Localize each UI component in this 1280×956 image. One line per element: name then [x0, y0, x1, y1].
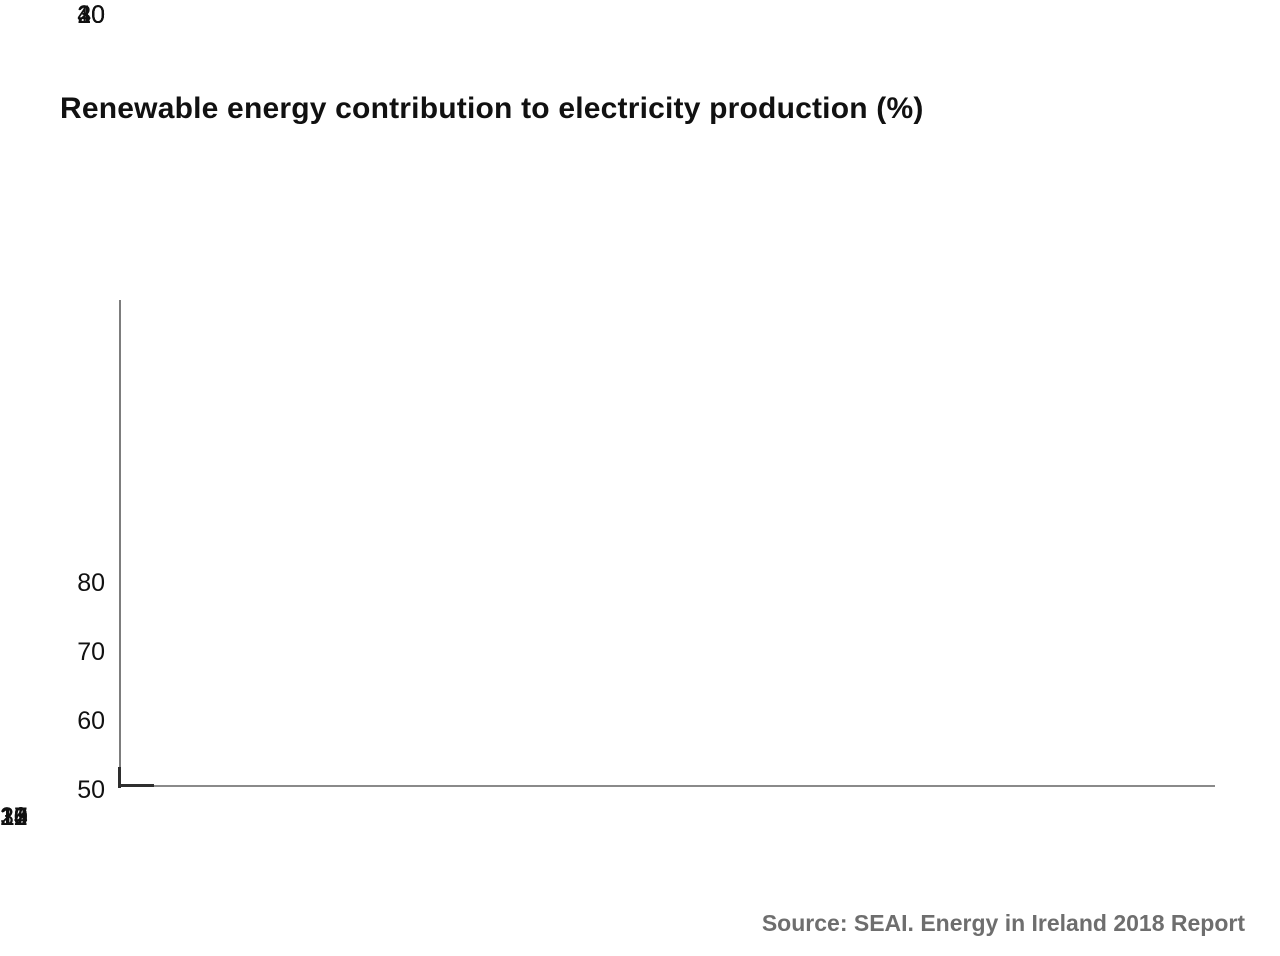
x-tick-label: 2012: [0, 803, 28, 831]
y-tick-label: 80: [77, 569, 105, 597]
x-axis-line: [119, 785, 1215, 787]
data-line-start-segment-vertical: [118, 767, 121, 788]
y-tick-label: 40: [77, 1, 105, 29]
y-tick-label: 10: [77, 1, 105, 29]
x-tick-label: 2020: [0, 803, 28, 831]
chart-title: Renewable energy contribution to electri…: [60, 92, 924, 125]
y-tick-label: 50: [77, 776, 105, 804]
x-tick-label: 2011: [0, 803, 27, 831]
data-line-start-segment-horizontal: [118, 784, 154, 787]
y-tick-label: 20: [77, 1, 105, 29]
y-tick-label: 60: [77, 707, 105, 735]
x-tick-label: 2013: [0, 803, 28, 831]
y-tick-label: 30: [77, 1, 105, 29]
y-axis-line: [119, 300, 121, 787]
x-tick-label: 2015: [0, 803, 28, 831]
source-note: Source: SEAI. Energy in Ireland 2018 Rep…: [761, 910, 1245, 936]
x-tick-label: 2017: [0, 803, 28, 831]
y-tick-label: 70: [77, 638, 105, 666]
x-tick-label: 2014: [0, 803, 28, 831]
x-tick-label: 2016: [0, 803, 28, 831]
